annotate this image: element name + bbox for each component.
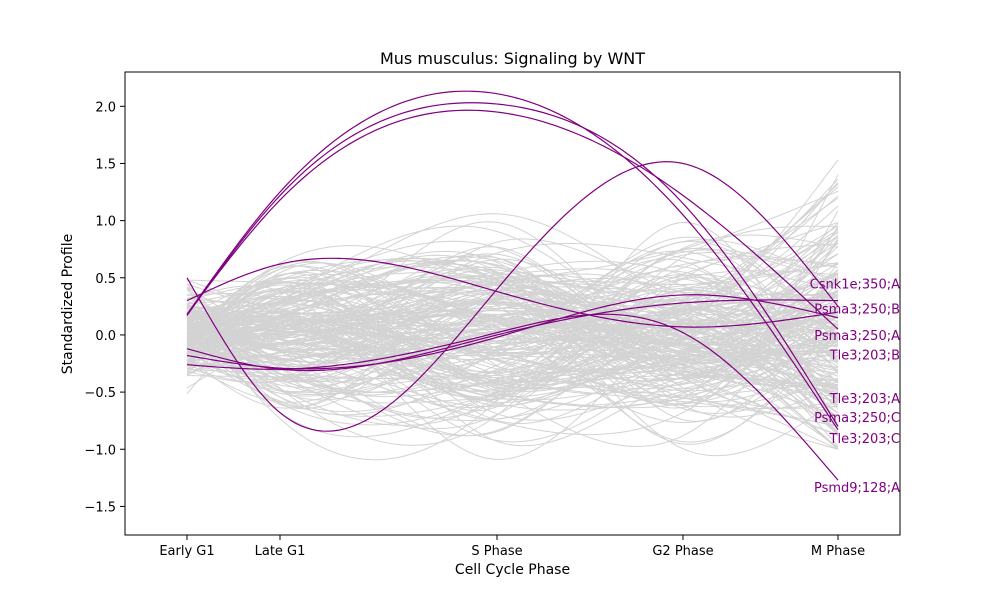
series-end-label: Tle3;203;A xyxy=(829,392,900,407)
y-axis-label: Standardized Profile xyxy=(60,234,76,374)
x-axis-label: Cell Cycle Phase xyxy=(455,562,570,578)
highlighted-series-line xyxy=(186,90,839,431)
background-series-line xyxy=(186,316,839,401)
highlighted-series-line xyxy=(186,102,839,427)
series-end-label: Psma3;250;C xyxy=(814,411,900,426)
background-series-line xyxy=(186,222,839,363)
highlighted-series-line xyxy=(186,109,839,330)
highlighted-series-line xyxy=(186,257,839,328)
background-series-line xyxy=(186,311,839,394)
x-tick-label: S Phase xyxy=(471,544,522,559)
background-series-line xyxy=(186,295,839,406)
x-tick-label: G2 Phase xyxy=(652,544,713,559)
background-series-line xyxy=(186,289,839,405)
background-series-line xyxy=(186,270,839,396)
highlighted-series-line xyxy=(186,299,839,372)
background-series-line xyxy=(186,235,839,395)
background-series-line xyxy=(186,225,839,398)
background-series-line xyxy=(186,297,839,389)
y-tick-label: −1.0 xyxy=(84,443,116,458)
background-series-line xyxy=(186,310,839,401)
background-series-line xyxy=(186,296,839,416)
background-series-line xyxy=(186,319,839,417)
series-end-label: Csnk1e;350;A xyxy=(810,277,900,292)
series-end-label: Tle3;203;B xyxy=(829,348,900,363)
x-tick-label: Early G1 xyxy=(159,544,214,559)
highlighted-labels-group: Csnk1e;350;A Psma3;250;B Psma3;250;A Tle3;2… xyxy=(810,277,900,495)
x-axis: Early G1 Late G1 S Phase G2 Phase M Phase xyxy=(159,535,865,559)
background-series-line xyxy=(186,279,839,354)
chart-title: Mus musculus: Signaling by WNT xyxy=(380,49,645,68)
background-series-line xyxy=(186,304,839,435)
series-end-label: Psma3;250;A xyxy=(814,329,900,344)
background-series-line xyxy=(186,277,839,457)
background-series-line xyxy=(186,286,839,430)
series-end-label: Psma3;250;B xyxy=(814,303,900,318)
series-end-label: Tle3;203;C xyxy=(829,432,900,447)
background-series-line xyxy=(186,275,839,403)
background-series-line xyxy=(186,323,839,390)
highlighted-series-group xyxy=(186,90,839,481)
background-series-line xyxy=(186,236,839,367)
y-tick-label: 1.0 xyxy=(95,215,116,230)
series-end-label: Psmd9;128;A xyxy=(814,481,900,496)
background-series-line xyxy=(186,303,839,374)
background-series-line xyxy=(186,349,839,408)
background-series-line xyxy=(186,287,839,410)
background-series-group xyxy=(186,159,839,461)
background-series-line xyxy=(186,306,839,408)
background-series-line xyxy=(186,226,839,380)
background-series-line xyxy=(186,291,839,345)
plot-frame xyxy=(124,71,901,536)
x-tick-label: Late G1 xyxy=(255,544,306,559)
background-series-line xyxy=(186,302,839,426)
highlighted-series-line xyxy=(186,161,839,432)
x-tick-label: M Phase xyxy=(811,544,865,559)
background-series-line xyxy=(186,235,839,413)
highlighted-series-line xyxy=(186,313,839,481)
y-tick-label: 2.0 xyxy=(95,100,116,115)
background-series-line xyxy=(186,317,839,394)
background-series-line xyxy=(186,289,839,434)
y-tick-label: 0.0 xyxy=(95,329,116,344)
y-tick-label: −1.5 xyxy=(84,500,116,515)
background-series-line xyxy=(186,273,839,447)
y-axis: −1.5 −1.0 −0.5 0.0 0.5 1.0 1.5 2.0 xyxy=(84,100,125,515)
background-series-line xyxy=(186,321,839,403)
y-tick-label: −0.5 xyxy=(84,386,116,401)
y-tick-label: 0.5 xyxy=(95,272,116,287)
y-tick-label: 1.5 xyxy=(95,157,116,172)
background-series-line xyxy=(186,253,839,398)
background-series-line xyxy=(186,307,839,393)
background-series-line xyxy=(186,240,839,399)
background-series-line xyxy=(186,225,839,354)
